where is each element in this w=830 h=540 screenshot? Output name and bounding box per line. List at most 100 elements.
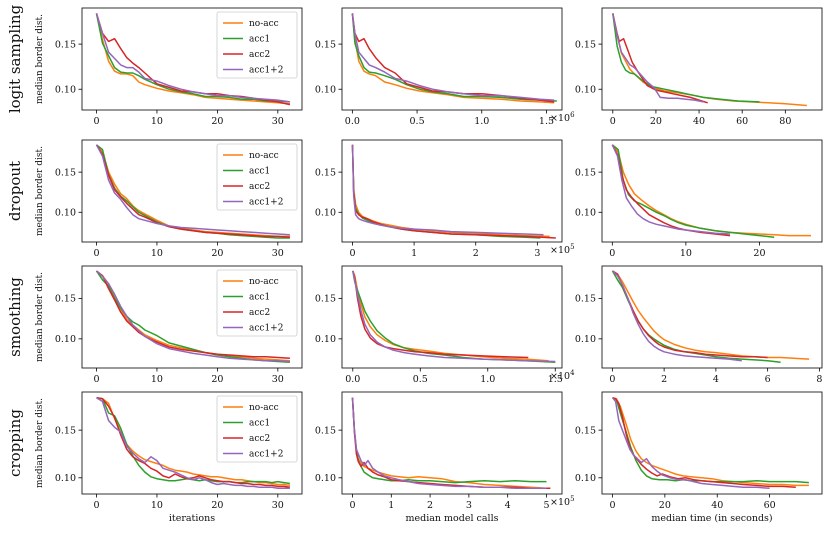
y-tick-label: 0.10	[575, 208, 596, 219]
series-line-acc1plus2	[351, 13, 555, 101]
x-tick-label: 30	[272, 500, 284, 511]
x-tick-label: 40	[693, 116, 705, 127]
x-tick-label: 20	[650, 116, 662, 127]
legend-label: acc2	[249, 50, 270, 60]
x-tick-label: 0.0	[345, 374, 360, 385]
x-axis-exponent-power: 5	[570, 495, 574, 503]
x-tick-label: 20	[659, 500, 671, 511]
series-line-no-acc	[351, 13, 555, 104]
x-tick-label: 30	[272, 374, 284, 385]
x-tick-label: 0	[349, 248, 355, 259]
series-line-acc1	[351, 13, 557, 102]
x-tick-label: 0	[349, 500, 355, 511]
legend-label: acc1+2	[249, 66, 283, 76]
y-axis-label: median border dist.	[35, 146, 45, 236]
series-line-acc1plus2	[611, 397, 770, 490]
x-tick-label: 60	[736, 116, 748, 127]
y-tick-label: 0.10	[55, 473, 76, 484]
x-axis-exponent: ×105	[550, 495, 575, 508]
y-tick-label: 0.10	[315, 208, 336, 219]
subplot-1-3: 0 20 40 60 80 0.10 0.15	[575, 7, 823, 127]
axes-frame	[601, 265, 823, 369]
y-axis-label: median border dist.	[35, 14, 45, 104]
legend-label: no-acc	[249, 403, 279, 413]
y-tick-label: 0.10	[575, 85, 596, 96]
x-tick-label: 0	[609, 500, 615, 511]
legend-label: acc1	[249, 167, 270, 177]
legend: no-acc acc1 acc2 acc1+2	[216, 143, 298, 211]
x-tick-label: 10	[151, 248, 163, 259]
series-line-acc2	[612, 13, 708, 104]
series-line-acc2	[352, 270, 529, 359]
x-tick-label: 0.0	[345, 116, 360, 127]
legend-label: acc2	[249, 308, 270, 318]
legend-box	[216, 269, 298, 337]
x-axis-exponent-power: 4	[570, 369, 575, 377]
y-tick-label: 0.15	[575, 294, 596, 305]
x-tick-label: 20	[211, 374, 223, 385]
x-tick-label: 20	[211, 116, 223, 127]
x-tick-label: 20	[211, 500, 223, 511]
legend-box	[216, 143, 298, 211]
plot-area	[602, 392, 822, 494]
x-tick-label: 1.5	[548, 374, 563, 385]
series-line-acc1plus2	[351, 397, 547, 490]
series-line-acc1plus2	[95, 13, 291, 103]
x-tick-label: 0	[93, 116, 99, 127]
x-tick-label: 60	[764, 500, 776, 511]
subplot-2-2: 0 1 2 3 0.10 0.15 ×105	[315, 139, 575, 259]
legend-label: acc1+2	[249, 324, 283, 334]
y-tick-label: 0.15	[575, 167, 596, 178]
x-tick-label: 80	[779, 116, 791, 127]
series-line-acc1	[95, 13, 290, 103]
subplot-3-3: 0 2 4 6 8 0.10 0.15	[575, 265, 823, 385]
x-axis-label: median model calls	[406, 513, 499, 524]
x-axis-exponent: ×105	[550, 243, 575, 256]
legend-label: no-acc	[249, 151, 279, 161]
series-line-no-acc	[351, 397, 547, 490]
subplot-1-2: 0.0 0.5 1.0 1.5 0.10 0.15 ×106	[315, 7, 575, 127]
x-tick-label: 20	[753, 248, 765, 259]
x-axis-exponent-power: 5	[570, 243, 574, 251]
x-tick-label: 4	[713, 374, 719, 385]
y-tick-label: 0.10	[55, 334, 76, 345]
subplot-1-1: 0 10 20 30 0.10 0.15 no-acc acc1 acc2 acc1+2 media…	[6, 4, 303, 127]
axes-frame	[81, 265, 303, 369]
legend: no-acc acc1 acc2 acc1+2	[216, 269, 298, 337]
x-tick-label: 0	[609, 248, 615, 259]
x-tick-label: 10	[151, 500, 163, 511]
series-line-acc1plus2	[352, 270, 556, 363]
x-tick-label: 3	[466, 500, 472, 511]
legend-label: no-acc	[249, 19, 279, 29]
axes-frame	[341, 139, 563, 243]
y-axis-label: median border dist.	[35, 272, 45, 362]
axes-frame	[341, 7, 563, 111]
row-label: cropping	[6, 409, 24, 477]
x-tick-label: 0.5	[413, 374, 428, 385]
y-tick-label: 0.10	[55, 208, 76, 219]
legend-label: acc1	[249, 35, 270, 45]
series-line-acc2	[96, 396, 291, 489]
plot-area	[602, 8, 822, 110]
y-tick-label: 0.10	[575, 473, 596, 484]
x-tick-label: 0	[93, 500, 99, 511]
x-axis-exponent: ×106	[550, 111, 575, 124]
y-tick-label: 0.15	[55, 294, 76, 305]
x-axis-exponent-power: 6	[570, 111, 575, 119]
plot-area	[342, 392, 562, 494]
x-tick-label: 8	[816, 374, 822, 385]
series-line-no-acc	[612, 396, 809, 487]
x-tick-label: 10	[151, 116, 163, 127]
legend-label: acc2	[249, 182, 270, 192]
plot-area	[342, 140, 562, 242]
y-tick-label: 0.15	[315, 167, 336, 178]
series-line-acc2	[612, 396, 796, 489]
x-tick-label: 0.5	[410, 116, 425, 127]
axes-frame	[341, 265, 563, 369]
y-axis-label: median border dist.	[35, 398, 45, 488]
x-tick-label: 0	[610, 116, 616, 127]
legend-label: acc2	[249, 434, 270, 444]
x-tick-label: 5	[543, 500, 549, 511]
axes-frame	[81, 7, 303, 111]
